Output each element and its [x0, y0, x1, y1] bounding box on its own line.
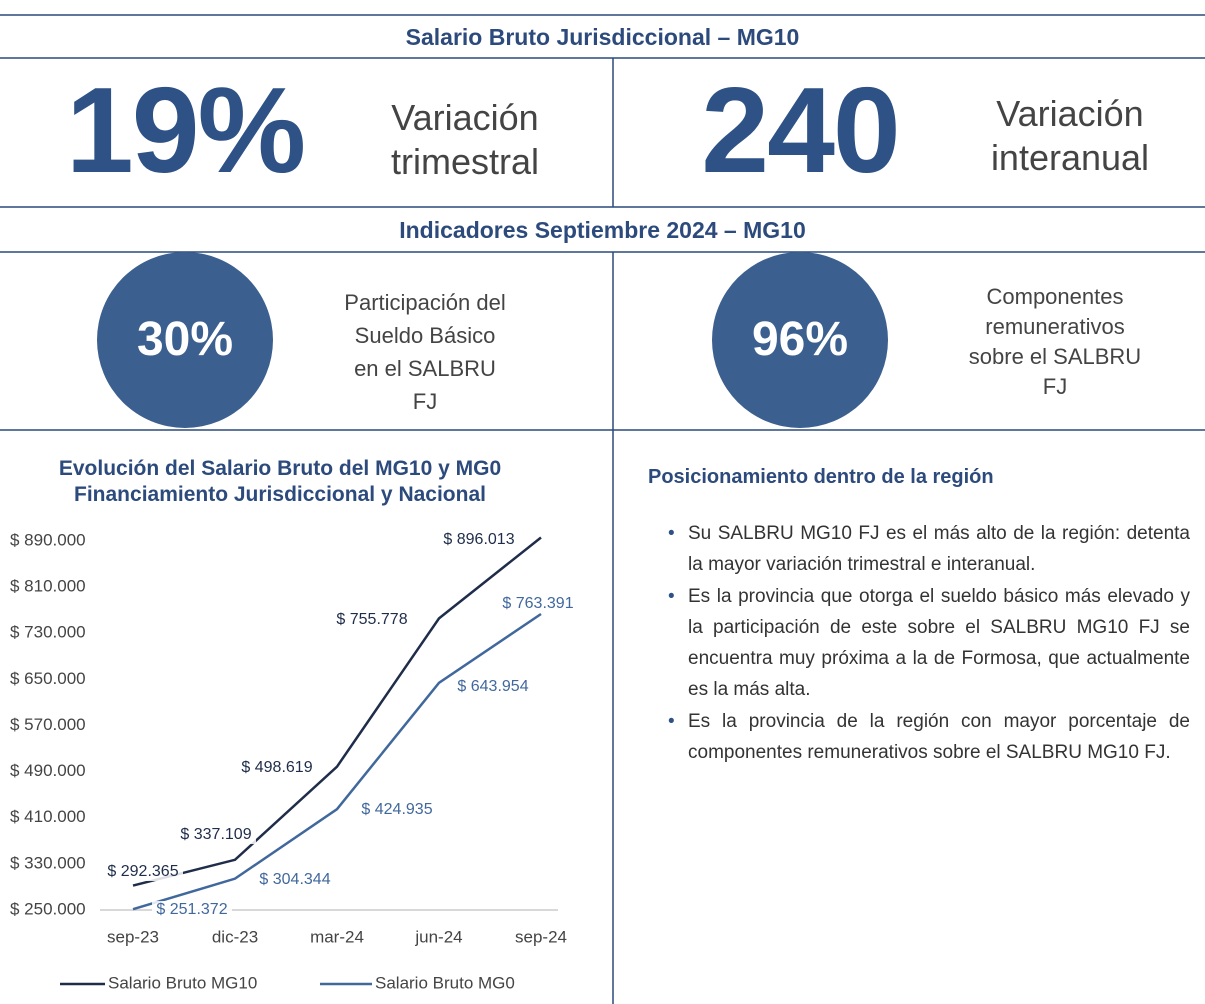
y-tick-label: $ 730.000	[10, 623, 86, 642]
label-bg	[498, 595, 578, 613]
legend-label: Salario Bruto MG10	[108, 973, 257, 992]
series-line	[132, 612, 542, 911]
indicators-header: Indicadores Septiembre 2024 – MG10	[399, 217, 806, 243]
x-tick-label: jun-24	[414, 927, 462, 946]
data-label: $ 251.372	[156, 901, 227, 918]
data-label: $ 643.954	[457, 678, 528, 695]
data-label: $ 337.109	[180, 826, 251, 843]
header: Salario Bruto Jurisdiccional – MG10	[405, 24, 800, 50]
chart: $ 250.000 $ 330.000 $ 410.000 $ 490.000 $ 57…	[10, 530, 578, 992]
indicator-value: 96%	[712, 252, 888, 428]
x-tick-label: mar-24	[310, 927, 364, 946]
bullet: Es la provincia que otorga el sueldo bás…	[668, 581, 1190, 705]
data-label: $ 755.778	[336, 611, 407, 628]
label-bg	[357, 801, 437, 819]
data-label: $ 292.365	[107, 863, 178, 880]
label-bg	[453, 678, 533, 696]
label-bg	[237, 759, 317, 777]
bullet-list: Su SALBRU MG10 FJ es el más alto de la r…	[668, 518, 1190, 769]
data-label: $ 424.935	[361, 801, 432, 818]
bullet: Su SALBRU MG10 FJ es el más alto de la r…	[668, 518, 1190, 580]
y-tick-label: $ 490.000	[10, 761, 86, 780]
label-bg	[255, 871, 335, 889]
data-label: $ 498.619	[241, 759, 312, 776]
data-label: $ 896.013	[443, 531, 514, 548]
label-bg	[103, 863, 183, 881]
y-tick-label: $ 890.000	[10, 530, 86, 549]
indicator-value: 30%	[97, 252, 273, 428]
data-label: $ 763.391	[502, 595, 573, 612]
series-line	[132, 536, 542, 887]
x-tick-label: dic-23	[212, 927, 258, 946]
y-tick-label: $ 330.000	[10, 853, 86, 872]
y-tick-label: $ 250.000	[10, 899, 86, 918]
chart-title: Evolución del Salario Bruto del MG10 y M…	[58, 457, 502, 506]
label-bg	[176, 826, 256, 844]
kpi-label: Variación interanual	[990, 93, 1150, 178]
indicator-label: Componentes remunerativos sobre el SALBR…	[968, 284, 1142, 399]
x-tick-label: sep-24	[515, 927, 567, 946]
kpi-value: 240	[701, 62, 901, 198]
region-title: Posicionamiento dentro de la región	[648, 466, 994, 488]
bullet: Es la provincia de la región con mayor p…	[668, 706, 1190, 768]
label-bg	[439, 531, 519, 549]
label-bg	[152, 901, 232, 919]
y-tick-label: $ 650.000	[10, 669, 86, 688]
legend-label: Salario Bruto MG0	[375, 973, 515, 992]
indicator-label: Participación del Sueldo Básico en el SA…	[344, 290, 506, 414]
y-tick-label: $ 810.000	[10, 577, 86, 596]
y-tick-label: $ 410.000	[10, 807, 86, 826]
label-bg	[332, 611, 412, 629]
y-tick-label: $ 570.000	[10, 715, 86, 734]
x-tick-label: sep-23	[107, 927, 159, 946]
data-label: $ 304.344	[259, 871, 330, 888]
kpi-value: 19%	[65, 62, 306, 198]
kpi-label: Variación trimestral	[390, 97, 539, 182]
